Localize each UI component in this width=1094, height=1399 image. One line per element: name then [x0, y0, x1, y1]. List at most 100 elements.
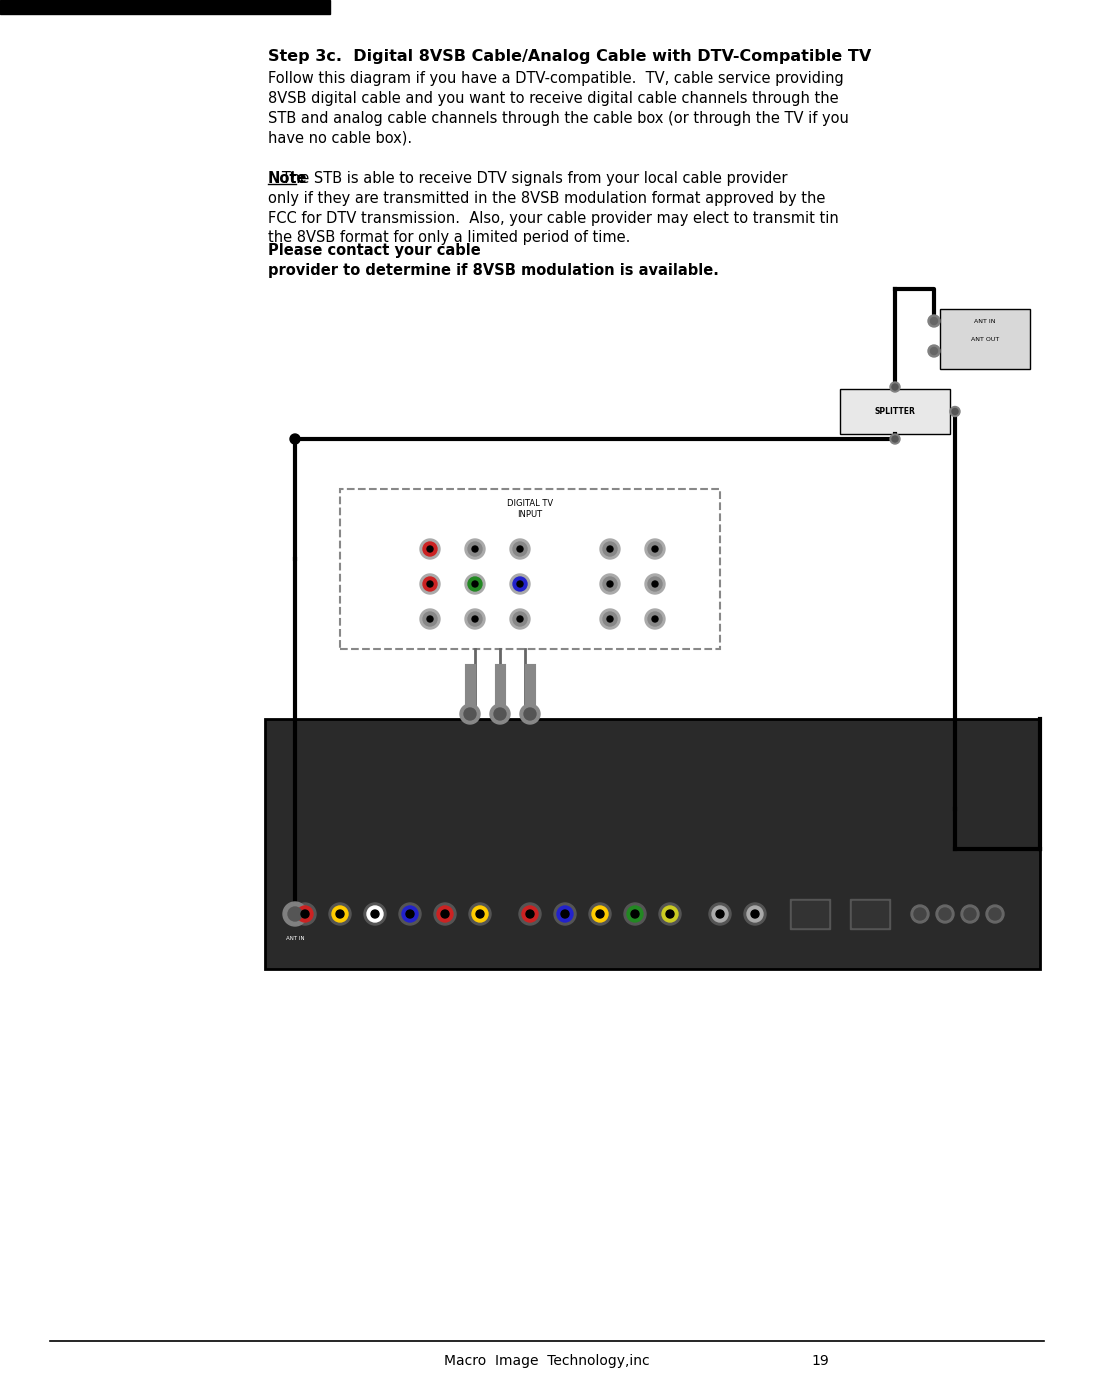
Circle shape	[331, 907, 348, 922]
Circle shape	[592, 907, 608, 922]
Circle shape	[561, 909, 569, 918]
Text: Step 3c.  Digital 8VSB Cable/Analog Cable with DTV-Compatible TV: Step 3c. Digital 8VSB Cable/Analog Cable…	[268, 49, 871, 64]
Circle shape	[371, 909, 379, 918]
Circle shape	[648, 611, 662, 625]
Circle shape	[427, 546, 433, 553]
Circle shape	[603, 611, 617, 625]
Circle shape	[329, 902, 351, 925]
Circle shape	[645, 609, 665, 630]
Circle shape	[494, 708, 507, 720]
Circle shape	[468, 611, 482, 625]
Circle shape	[296, 907, 313, 922]
Circle shape	[645, 574, 665, 595]
Circle shape	[423, 611, 437, 625]
Text: 19: 19	[811, 1354, 829, 1368]
Circle shape	[468, 541, 482, 555]
Circle shape	[399, 902, 421, 925]
Circle shape	[891, 382, 900, 392]
Circle shape	[469, 902, 491, 925]
Circle shape	[986, 905, 1004, 923]
Circle shape	[472, 907, 488, 922]
Text: SPLITTER: SPLITTER	[874, 407, 916, 416]
Circle shape	[603, 541, 617, 555]
Circle shape	[603, 576, 617, 590]
Circle shape	[441, 909, 449, 918]
Circle shape	[607, 581, 613, 588]
Bar	[852, 901, 888, 928]
Circle shape	[290, 434, 300, 443]
Circle shape	[513, 541, 527, 555]
FancyBboxPatch shape	[265, 719, 1040, 970]
Circle shape	[465, 609, 485, 630]
Circle shape	[652, 581, 657, 588]
Text: ANT IN: ANT IN	[975, 319, 996, 323]
Text: Follow this diagram if you have a DTV-compatible.  TV, cable service providing
8: Follow this diagram if you have a DTV-co…	[268, 71, 849, 145]
Circle shape	[336, 909, 344, 918]
Circle shape	[519, 902, 542, 925]
Circle shape	[510, 539, 529, 560]
Circle shape	[476, 909, 484, 918]
Circle shape	[472, 546, 478, 553]
Circle shape	[434, 902, 456, 925]
Circle shape	[517, 581, 523, 588]
Circle shape	[891, 434, 900, 443]
Circle shape	[513, 576, 527, 590]
Circle shape	[589, 902, 612, 925]
Circle shape	[459, 704, 480, 725]
Circle shape	[406, 909, 414, 918]
Circle shape	[652, 546, 657, 553]
Circle shape	[557, 907, 573, 922]
Bar	[0, 0, 330, 14]
Circle shape	[892, 436, 898, 442]
Circle shape	[600, 574, 620, 595]
Circle shape	[928, 315, 940, 327]
Circle shape	[952, 409, 958, 414]
Circle shape	[364, 902, 386, 925]
Text: ANT OUT: ANT OUT	[970, 337, 999, 341]
Circle shape	[928, 346, 940, 357]
Circle shape	[465, 539, 485, 560]
Circle shape	[510, 574, 529, 595]
Circle shape	[600, 609, 620, 630]
Circle shape	[401, 907, 418, 922]
Circle shape	[911, 905, 929, 923]
Circle shape	[554, 902, 577, 925]
Circle shape	[627, 907, 643, 922]
Circle shape	[465, 574, 485, 595]
Circle shape	[600, 539, 620, 560]
Circle shape	[931, 347, 938, 354]
Circle shape	[747, 907, 763, 922]
Circle shape	[517, 616, 523, 623]
Text: Note: Note	[268, 171, 307, 186]
FancyBboxPatch shape	[840, 389, 950, 434]
Bar	[790, 900, 830, 929]
Text: Please contact your cable
provider to determine if 8VSB modulation is available.: Please contact your cable provider to de…	[268, 243, 719, 278]
Circle shape	[631, 909, 639, 918]
Circle shape	[472, 581, 478, 588]
Circle shape	[472, 616, 478, 623]
Circle shape	[931, 318, 938, 325]
Circle shape	[423, 541, 437, 555]
Circle shape	[950, 407, 961, 417]
Circle shape	[964, 908, 976, 921]
Circle shape	[744, 902, 766, 925]
Circle shape	[522, 907, 538, 922]
Circle shape	[596, 909, 604, 918]
Text: The STB is able to receive DTV signals from your local cable provider
only if th: The STB is able to receive DTV signals f…	[268, 171, 839, 245]
Circle shape	[517, 546, 523, 553]
Circle shape	[520, 704, 540, 725]
Circle shape	[709, 902, 731, 925]
Text: :: :	[298, 171, 304, 186]
Circle shape	[490, 704, 510, 725]
Circle shape	[420, 609, 440, 630]
Text: ANT IN: ANT IN	[286, 936, 304, 942]
Circle shape	[961, 905, 979, 923]
Bar	[792, 901, 828, 928]
Circle shape	[989, 908, 1001, 921]
Circle shape	[607, 546, 613, 553]
Circle shape	[652, 616, 657, 623]
Circle shape	[301, 909, 309, 918]
Circle shape	[892, 383, 898, 390]
Circle shape	[283, 902, 307, 926]
Circle shape	[666, 909, 674, 918]
